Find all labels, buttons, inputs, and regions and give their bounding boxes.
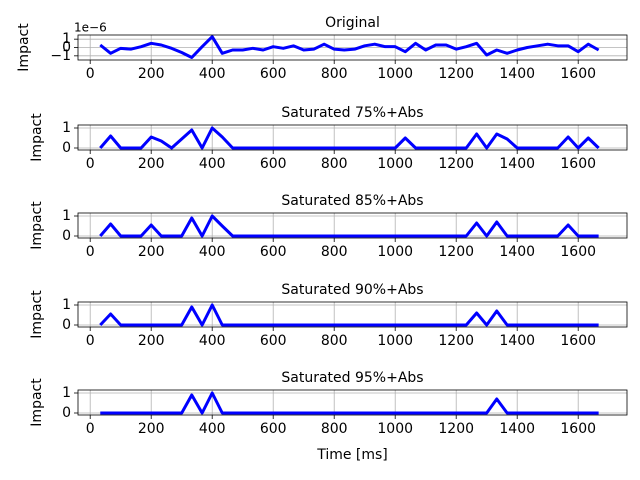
x-axis-label: Time [ms]	[316, 447, 388, 463]
x-tick-label: 1200	[438, 421, 474, 437]
x-tick-label: 1400	[499, 333, 535, 349]
y-axis-label: Impact	[29, 290, 45, 339]
x-tick-label: 400	[199, 66, 226, 82]
x-tick-label: 800	[321, 244, 348, 260]
y-axis-label: Impact	[16, 23, 32, 72]
y-tick-label: 1	[62, 31, 71, 47]
y-tick-label: 0	[62, 140, 71, 156]
x-tick-label: 1600	[560, 66, 596, 82]
subplot-title: Saturated 85%+Abs	[281, 193, 423, 209]
y-tick-label: 1	[62, 120, 71, 136]
plot-frame	[77, 124, 628, 151]
x-tick-label: 1600	[560, 333, 596, 349]
x-tick-label: 200	[138, 244, 165, 260]
x-tick-label: 1200	[438, 66, 474, 82]
x-tick-label: 1000	[377, 244, 413, 260]
plot-area	[78, 390, 627, 415]
y-tick-label: 0	[62, 228, 71, 244]
x-tick-label: 0	[86, 66, 95, 82]
x-tick-label: 1600	[560, 244, 596, 260]
line	[99, 303, 599, 327]
plot-area	[78, 302, 627, 327]
y-tick-label: 0	[62, 405, 71, 421]
y-offset-text: 1e−6	[74, 21, 107, 35]
x-tick-label: 400	[199, 156, 226, 172]
x-tick-label: 1000	[377, 156, 413, 172]
x-tick-label: 800	[321, 333, 348, 349]
y-tick-label: −1	[50, 48, 71, 64]
x-tick-label: 1600	[560, 156, 596, 172]
x-tick-label: 0	[86, 333, 95, 349]
x-tick-label: 0	[86, 156, 95, 172]
plot-frame	[77, 212, 628, 239]
y-axis-label: Impact	[29, 201, 45, 250]
x-tick-label: 200	[138, 156, 165, 172]
x-tick-label: 1400	[499, 156, 535, 172]
x-tick-label: 1400	[499, 66, 535, 82]
y-axis-label: Impact	[29, 113, 45, 162]
x-tick-label: 800	[321, 66, 348, 82]
x-tick-label: 800	[321, 421, 348, 437]
y-tick-label: 0	[62, 317, 71, 333]
y-tick-label: 1	[62, 297, 71, 313]
y-tick-label: 0	[62, 40, 71, 56]
x-tick-label: 600	[260, 156, 287, 172]
x-tick-label: 600	[260, 421, 287, 437]
plot-frame	[77, 34, 628, 61]
line	[100, 391, 599, 415]
y-axis-label: Impact	[29, 378, 45, 427]
plot-frame	[77, 389, 628, 416]
subplot-title: Saturated 95%+Abs	[281, 370, 423, 386]
x-tick-label: 200	[138, 66, 165, 82]
line	[99, 126, 600, 150]
x-tick-label: 1000	[377, 421, 413, 437]
line	[99, 35, 600, 59]
x-tick-label: 400	[199, 244, 226, 260]
x-tick-label: 0	[86, 244, 95, 260]
x-tick-label: 1200	[438, 333, 474, 349]
x-tick-label: 1200	[438, 156, 474, 172]
x-tick-label: 600	[260, 244, 287, 260]
subplot-title: Saturated 75%+Abs	[281, 105, 423, 121]
x-tick-label: 400	[199, 333, 226, 349]
plot-frame	[77, 301, 628, 328]
y-tick-label: 1	[62, 385, 71, 401]
x-tick-label: 600	[260, 333, 287, 349]
x-tick-label: 800	[321, 156, 348, 172]
plot-area	[78, 125, 627, 150]
x-tick-label: 1000	[377, 66, 413, 82]
x-tick-label: 1400	[499, 421, 535, 437]
x-tick-label: 1200	[438, 244, 474, 260]
x-tick-label: 0	[86, 421, 95, 437]
x-tick-label: 200	[138, 421, 165, 437]
subplot-title: Original	[325, 15, 380, 31]
plot-area	[78, 213, 627, 238]
x-tick-label: 400	[199, 421, 226, 437]
subplot-title: Saturated 90%+Abs	[281, 282, 423, 298]
x-tick-label: 1000	[377, 333, 413, 349]
x-tick-label: 200	[138, 333, 165, 349]
line	[99, 214, 599, 238]
y-tick-label: 1	[62, 208, 71, 224]
x-tick-label: 1600	[560, 421, 596, 437]
x-tick-label: 1400	[499, 244, 535, 260]
x-tick-label: 600	[260, 66, 287, 82]
